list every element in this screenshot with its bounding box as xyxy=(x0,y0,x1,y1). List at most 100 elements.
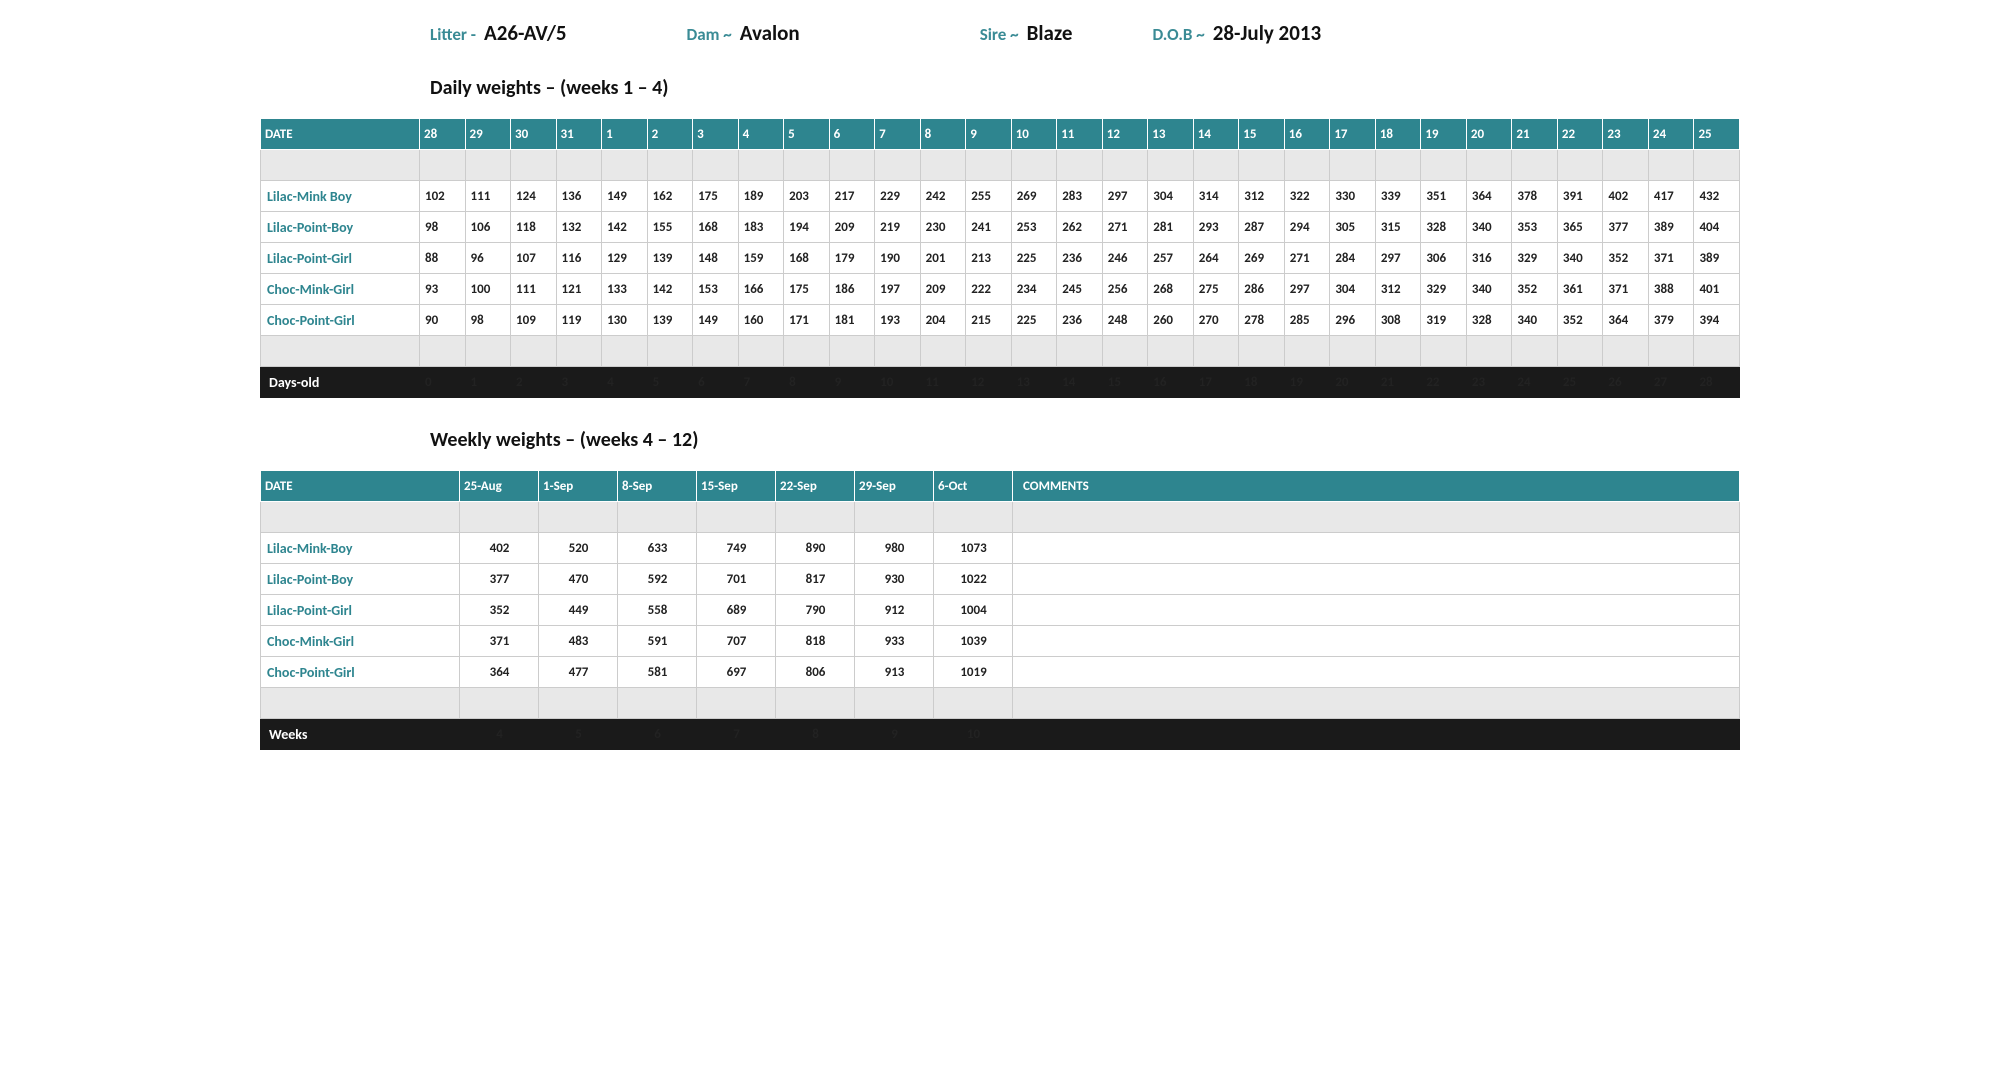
weight-cell: 253 xyxy=(1011,212,1057,243)
blank-cell xyxy=(556,150,602,181)
blank-cell xyxy=(1193,150,1239,181)
days-old-cell: 22 xyxy=(1421,367,1467,398)
weight-cell: 394 xyxy=(1694,305,1740,336)
daily-date-col: 7 xyxy=(875,119,921,150)
weight-cell: 432 xyxy=(1694,181,1740,212)
blank-cell xyxy=(1102,336,1148,367)
weight-cell: 132 xyxy=(556,212,602,243)
weight-cell: 697 xyxy=(697,657,776,688)
weight-cell: 707 xyxy=(697,626,776,657)
weight-cell: 912 xyxy=(855,595,934,626)
daily-date-col: 22 xyxy=(1557,119,1603,150)
dob-label: D.O.B ~ xyxy=(1152,24,1204,45)
weight-cell: 361 xyxy=(1557,274,1603,305)
weight-cell: 93 xyxy=(420,274,466,305)
weight-cell: 100 xyxy=(465,274,511,305)
blank-cell xyxy=(1557,150,1603,181)
table-row: Lilac-Mink-Boy4025206337498909801073 xyxy=(261,533,1740,564)
weight-cell: 268 xyxy=(1148,274,1194,305)
blank-cell xyxy=(1148,336,1194,367)
weight-cell: 133 xyxy=(602,274,648,305)
weight-cell: 322 xyxy=(1284,181,1330,212)
weight-cell: 271 xyxy=(1284,243,1330,274)
weight-cell: 241 xyxy=(966,212,1012,243)
litter-value: A26-AV/5 xyxy=(484,20,567,46)
weight-cell: 330 xyxy=(1330,181,1376,212)
weight-cell: 142 xyxy=(602,212,648,243)
weight-cell: 149 xyxy=(693,305,739,336)
weight-cell: 116 xyxy=(556,243,602,274)
table-row: Choc-Point-Girl3644775816978069131019 xyxy=(261,657,1740,688)
blank-cell xyxy=(738,336,784,367)
row-name: Lilac-Point-Boy xyxy=(261,564,460,595)
weight-cell: 119 xyxy=(556,305,602,336)
weeks-cell: 10 xyxy=(934,719,1013,750)
days-old-cell: 12 xyxy=(966,367,1012,398)
weight-cell: 262 xyxy=(1057,212,1103,243)
weight-cell: 339 xyxy=(1375,181,1421,212)
days-old-cell: 23 xyxy=(1466,367,1512,398)
weight-cell: 312 xyxy=(1375,274,1421,305)
weight-cell: 297 xyxy=(1284,274,1330,305)
blank-cell xyxy=(1239,150,1285,181)
weight-cell: 236 xyxy=(1057,305,1103,336)
weight-cell: 230 xyxy=(920,212,966,243)
blank-cell xyxy=(511,336,557,367)
weight-cell: 201 xyxy=(920,243,966,274)
weight-cell: 933 xyxy=(855,626,934,657)
weight-cell: 913 xyxy=(855,657,934,688)
blank-cell xyxy=(602,150,648,181)
weight-cell: 269 xyxy=(1011,181,1057,212)
dam-value: Avalon xyxy=(740,20,800,46)
weight-cell: 806 xyxy=(776,657,855,688)
weekly-footer-label: Weeks xyxy=(261,719,460,750)
row-name: Choc-Point-Girl xyxy=(261,305,420,336)
weight-cell: 890 xyxy=(776,533,855,564)
weight-cell: 175 xyxy=(693,181,739,212)
daily-date-col: 5 xyxy=(784,119,830,150)
row-name: Choc-Point-Girl xyxy=(261,657,460,688)
daily-date-col: 25 xyxy=(1694,119,1740,150)
weight-cell: 155 xyxy=(647,212,693,243)
weight-cell: 328 xyxy=(1421,212,1467,243)
weight-cell: 294 xyxy=(1284,212,1330,243)
days-old-cell: 5 xyxy=(647,367,693,398)
weight-cell: 297 xyxy=(1375,243,1421,274)
weight-cell: 90 xyxy=(420,305,466,336)
blank-cell xyxy=(556,336,602,367)
blank-cell xyxy=(1148,150,1194,181)
blank-cell xyxy=(618,688,697,719)
blank-cell xyxy=(1648,150,1694,181)
table-row: Choc-Mink-Girl93100111121133142153166175… xyxy=(261,274,1740,305)
blank-cell xyxy=(460,502,539,533)
weight-cell: 136 xyxy=(556,181,602,212)
weight-cell: 109 xyxy=(511,305,557,336)
days-old-cell: 25 xyxy=(1557,367,1603,398)
weight-cell: 139 xyxy=(647,305,693,336)
weight-cell: 296 xyxy=(1330,305,1376,336)
weight-cell: 189 xyxy=(738,181,784,212)
weight-cell: 591 xyxy=(618,626,697,657)
days-old-cell: 1 xyxy=(465,367,511,398)
comments-cell xyxy=(1013,533,1740,564)
weight-cell: 213 xyxy=(966,243,1012,274)
weight-cell: 242 xyxy=(920,181,966,212)
days-old-cell: 13 xyxy=(1011,367,1057,398)
weekly-thead: DATE25-Aug1-Sep8-Sep15-Sep22-Sep29-Sep6-… xyxy=(261,471,1740,502)
header-line: Litter - A26-AV/5 Dam ~ Avalon Sire ~ Bl… xyxy=(260,20,1740,46)
weight-cell: 275 xyxy=(1193,274,1239,305)
weight-cell: 312 xyxy=(1239,181,1285,212)
blank-cell xyxy=(618,502,697,533)
weight-cell: 329 xyxy=(1421,274,1467,305)
daily-date-col: 2 xyxy=(647,119,693,150)
blank-cell xyxy=(1330,150,1376,181)
weight-cell: 209 xyxy=(920,274,966,305)
weight-cell: 304 xyxy=(1330,274,1376,305)
blank-cell xyxy=(261,502,460,533)
table-row: Choc-Mink-Girl3714835917078189331039 xyxy=(261,626,1740,657)
weight-cell: 271 xyxy=(1102,212,1148,243)
days-old-cell: 17 xyxy=(1193,367,1239,398)
weight-cell: 701 xyxy=(697,564,776,595)
table-row: Lilac-Point-Boy3774705927018179301022 xyxy=(261,564,1740,595)
blank-cell xyxy=(784,150,830,181)
